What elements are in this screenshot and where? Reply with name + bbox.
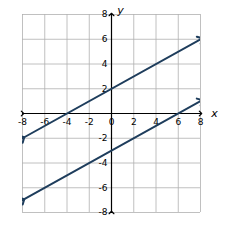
svg-text:2: 2 [131,117,137,127]
svg-text:-8: -8 [18,117,27,127]
svg-text:4: 4 [153,117,159,128]
svg-text:x: x [210,107,218,120]
svg-text:-2: -2 [99,133,108,143]
svg-text:-4: -4 [99,158,108,168]
svg-text:-8: -8 [99,207,108,217]
svg-text:8: 8 [198,117,204,127]
svg-text:-2: -2 [85,117,94,127]
svg-text:8: 8 [102,9,108,19]
svg-text:6: 6 [175,117,181,127]
svg-text:4: 4 [102,59,108,69]
svg-text:-6: -6 [99,183,108,193]
svg-text:6: 6 [102,34,108,44]
svg-text:0: 0 [109,117,115,127]
svg-text:-4: -4 [63,117,72,127]
svg-text:2: 2 [101,83,108,94]
svg-text:y: y [116,4,124,17]
svg-text:-6: -6 [40,117,50,128]
